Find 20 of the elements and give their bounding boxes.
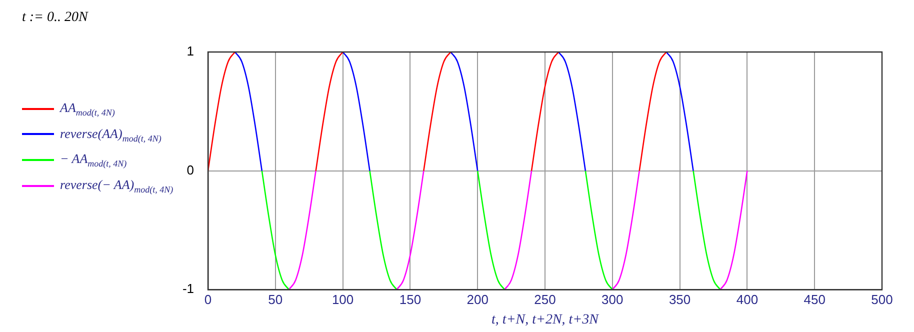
x-tick-label: 450 (804, 292, 826, 307)
x-tick-label: 300 (602, 292, 624, 307)
legend-label: reverse(− AA)$_{mod(t, 4N)}$ (60, 176, 174, 194)
text: t := 0.. 20N (22, 10, 88, 26)
legend-label: AA$_{mod(t, 4N)}$ (60, 100, 115, 118)
x-tick-label: 50 (268, 292, 283, 307)
legend-label: − AA$_{mod(t, 4N)}$ (60, 151, 127, 169)
x-tick-label: 100 (332, 292, 354, 307)
y-tick-label: 0 (186, 162, 194, 178)
legend-label: reverse(AA)$_{mod(t, 4N)}$ (60, 126, 162, 144)
x-axis-title: t, t+N, t+2N, t+3N (492, 312, 600, 328)
y-tick-label: 1 (186, 44, 194, 59)
x-tick-label: 400 (736, 292, 758, 307)
x-tick-label: 350 (668, 292, 691, 307)
x-tick-label: 200 (466, 292, 488, 307)
x-tick-label: 150 (399, 292, 422, 307)
x-tick-label: 500 (871, 292, 893, 307)
x-tick-label: 0 (204, 292, 212, 307)
y-tick-label: -1 (182, 281, 194, 296)
x-tick-label: 250 (534, 292, 556, 307)
